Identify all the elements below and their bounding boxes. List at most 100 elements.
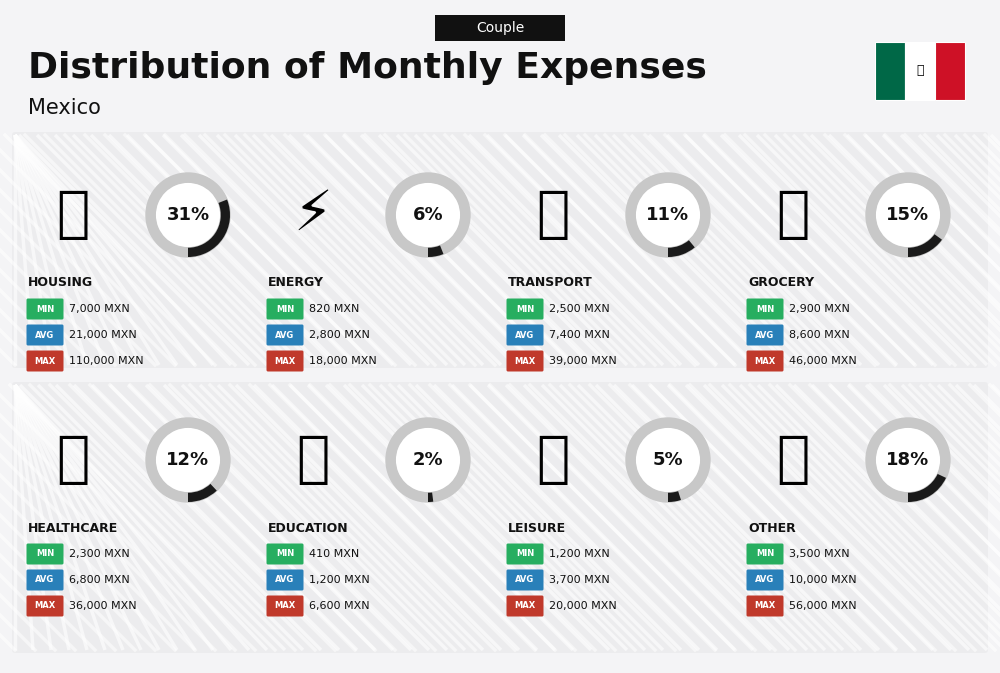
Text: 6,800 MXN: 6,800 MXN	[69, 575, 130, 585]
FancyBboxPatch shape	[746, 596, 784, 616]
FancyBboxPatch shape	[746, 351, 784, 371]
Text: 39,000 MXN: 39,000 MXN	[549, 356, 617, 366]
Text: Mexico: Mexico	[28, 98, 101, 118]
Text: AVG: AVG	[35, 575, 55, 584]
Text: EDUCATION: EDUCATION	[268, 522, 349, 534]
Text: AVG: AVG	[275, 330, 295, 339]
Text: 2,900 MXN: 2,900 MXN	[789, 304, 850, 314]
Text: AVG: AVG	[35, 330, 55, 339]
Text: AVG: AVG	[755, 575, 775, 584]
FancyBboxPatch shape	[266, 596, 304, 616]
FancyBboxPatch shape	[266, 324, 304, 345]
FancyBboxPatch shape	[266, 351, 304, 371]
Circle shape	[155, 427, 221, 493]
Text: 20,000 MXN: 20,000 MXN	[549, 601, 617, 611]
Text: ⚡: ⚡	[294, 188, 332, 242]
FancyBboxPatch shape	[26, 569, 64, 590]
Bar	[935, 42, 965, 100]
Text: 1,200 MXN: 1,200 MXN	[309, 575, 370, 585]
Circle shape	[635, 182, 701, 248]
Wedge shape	[428, 493, 433, 502]
Text: 12%: 12%	[166, 451, 210, 469]
Bar	[905, 42, 935, 100]
Text: 11%: 11%	[646, 206, 690, 224]
Text: MIN: MIN	[516, 304, 534, 314]
Text: AVG: AVG	[515, 330, 535, 339]
Wedge shape	[908, 234, 942, 257]
Text: 6,600 MXN: 6,600 MXN	[309, 601, 370, 611]
Wedge shape	[908, 474, 946, 502]
Text: 🏗: 🏗	[56, 188, 90, 242]
FancyBboxPatch shape	[507, 324, 544, 345]
Wedge shape	[668, 491, 681, 502]
FancyBboxPatch shape	[12, 132, 988, 368]
Text: 6%: 6%	[413, 206, 443, 224]
Text: 🚌: 🚌	[536, 188, 570, 242]
Circle shape	[395, 182, 461, 248]
Text: 7,000 MXN: 7,000 MXN	[69, 304, 130, 314]
Text: MIN: MIN	[756, 304, 774, 314]
Text: MAX: MAX	[274, 602, 296, 610]
Text: 2,300 MXN: 2,300 MXN	[69, 549, 130, 559]
Text: MAX: MAX	[34, 357, 56, 365]
Text: 💚: 💚	[56, 433, 90, 487]
Circle shape	[635, 427, 701, 493]
Circle shape	[155, 182, 221, 248]
Text: TRANSPORT: TRANSPORT	[508, 277, 593, 289]
Text: 110,000 MXN: 110,000 MXN	[69, 356, 144, 366]
Bar	[875, 42, 905, 100]
Text: GROCERY: GROCERY	[748, 277, 814, 289]
Text: HEALTHCARE: HEALTHCARE	[28, 522, 118, 534]
FancyBboxPatch shape	[507, 351, 544, 371]
Text: OTHER: OTHER	[748, 522, 796, 534]
Text: 15%: 15%	[886, 206, 930, 224]
FancyBboxPatch shape	[507, 544, 544, 565]
Wedge shape	[188, 484, 217, 502]
Text: MIN: MIN	[756, 549, 774, 559]
Text: 820 MXN: 820 MXN	[309, 304, 359, 314]
Circle shape	[875, 182, 941, 248]
Text: AVG: AVG	[515, 575, 535, 584]
Circle shape	[875, 427, 941, 493]
Wedge shape	[428, 246, 443, 257]
Text: 🛍: 🛍	[536, 433, 570, 487]
Text: 410 MXN: 410 MXN	[309, 549, 359, 559]
Text: 2,500 MXN: 2,500 MXN	[549, 304, 610, 314]
Text: 2,800 MXN: 2,800 MXN	[309, 330, 370, 340]
Text: LEISURE: LEISURE	[508, 522, 566, 534]
FancyBboxPatch shape	[26, 596, 64, 616]
Text: ENERGY: ENERGY	[268, 277, 324, 289]
FancyBboxPatch shape	[266, 544, 304, 565]
Text: AVG: AVG	[275, 575, 295, 584]
Text: MAX: MAX	[274, 357, 296, 365]
Text: MIN: MIN	[36, 549, 54, 559]
Text: 46,000 MXN: 46,000 MXN	[789, 356, 857, 366]
Text: 18,000 MXN: 18,000 MXN	[309, 356, 377, 366]
FancyBboxPatch shape	[746, 544, 784, 565]
Text: Couple: Couple	[476, 21, 524, 35]
Text: 56,000 MXN: 56,000 MXN	[789, 601, 857, 611]
Circle shape	[395, 427, 461, 493]
FancyBboxPatch shape	[507, 596, 544, 616]
Text: MAX: MAX	[514, 602, 536, 610]
Text: 8,600 MXN: 8,600 MXN	[789, 330, 850, 340]
Text: MAX: MAX	[754, 602, 776, 610]
FancyBboxPatch shape	[26, 544, 64, 565]
FancyBboxPatch shape	[435, 15, 565, 41]
Text: Distribution of Monthly Expenses: Distribution of Monthly Expenses	[28, 51, 707, 85]
FancyBboxPatch shape	[26, 351, 64, 371]
Text: 💰: 💰	[776, 433, 810, 487]
FancyBboxPatch shape	[26, 299, 64, 320]
Text: 36,000 MXN: 36,000 MXN	[69, 601, 137, 611]
Text: 🛒: 🛒	[776, 188, 810, 242]
Text: MAX: MAX	[514, 357, 536, 365]
Text: MIN: MIN	[276, 549, 294, 559]
FancyBboxPatch shape	[507, 569, 544, 590]
Text: 🦅: 🦅	[916, 65, 924, 77]
Text: 1,200 MXN: 1,200 MXN	[549, 549, 610, 559]
Wedge shape	[668, 240, 695, 257]
Text: MIN: MIN	[276, 304, 294, 314]
Text: AVG: AVG	[755, 330, 775, 339]
Text: 7,400 MXN: 7,400 MXN	[549, 330, 610, 340]
Text: 3,700 MXN: 3,700 MXN	[549, 575, 610, 585]
